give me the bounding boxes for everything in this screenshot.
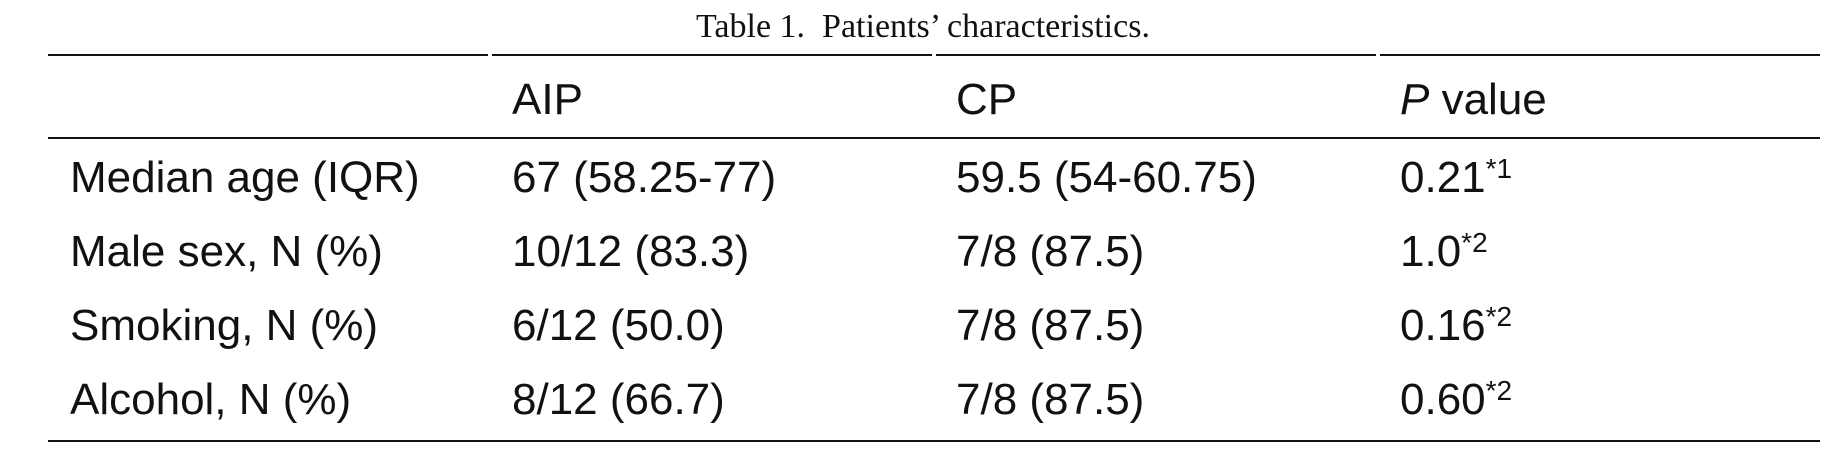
top-rule-segment: [1380, 54, 1820, 56]
p-value-note: *2: [1485, 375, 1513, 406]
header-rule: [48, 137, 1820, 139]
p-value-note: *2: [1485, 301, 1513, 332]
cell-p-value: 1.0*2: [1400, 222, 1488, 282]
cell-aip: 6/12 (50.0): [512, 301, 725, 350]
cell-p-value: 0.16*2: [1400, 296, 1512, 356]
row-label: Smoking, N (%): [70, 301, 379, 350]
cell-cp: 7/8 (87.5): [956, 227, 1145, 276]
top-rule-segment: [492, 54, 932, 56]
cell-cp: 7/8 (87.5): [956, 301, 1145, 350]
cell-aip: 8/12 (66.7): [512, 375, 725, 424]
header-p-italic: P: [1400, 75, 1430, 124]
p-value-number: 1.0: [1400, 227, 1462, 276]
top-rule-segment: [48, 54, 488, 56]
header-aip: AIP: [512, 75, 583, 124]
p-value-note: *1: [1485, 153, 1513, 184]
row-label: Male sex, N (%): [70, 227, 383, 276]
p-value-number: 0.16: [1400, 301, 1486, 350]
p-value-number: 0.60: [1400, 375, 1486, 424]
row-label: Median age (IQR): [70, 153, 420, 202]
cell-cp: 7/8 (87.5): [956, 375, 1145, 424]
bottom-rule: [48, 440, 1820, 442]
table-caption: Table 1. Patients’ characteristics.: [696, 8, 1150, 45]
cell-cp: 59.5 (54-60.75): [956, 153, 1257, 202]
header-p-value: P value: [1400, 70, 1547, 130]
p-value-number: 0.21: [1400, 153, 1486, 202]
top-rule-segment: [936, 54, 1376, 56]
cell-aip: 67 (58.25-77): [512, 153, 777, 202]
cell-aip: 10/12 (83.3): [512, 227, 750, 276]
header-cp: CP: [956, 75, 1018, 124]
p-value-note: *2: [1461, 227, 1488, 258]
cell-p-value: 0.21*1: [1400, 148, 1512, 208]
header-p-rest: value: [1429, 75, 1547, 124]
row-label: Alcohol, N (%): [70, 375, 352, 424]
cell-p-value: 0.60*2: [1400, 370, 1512, 430]
